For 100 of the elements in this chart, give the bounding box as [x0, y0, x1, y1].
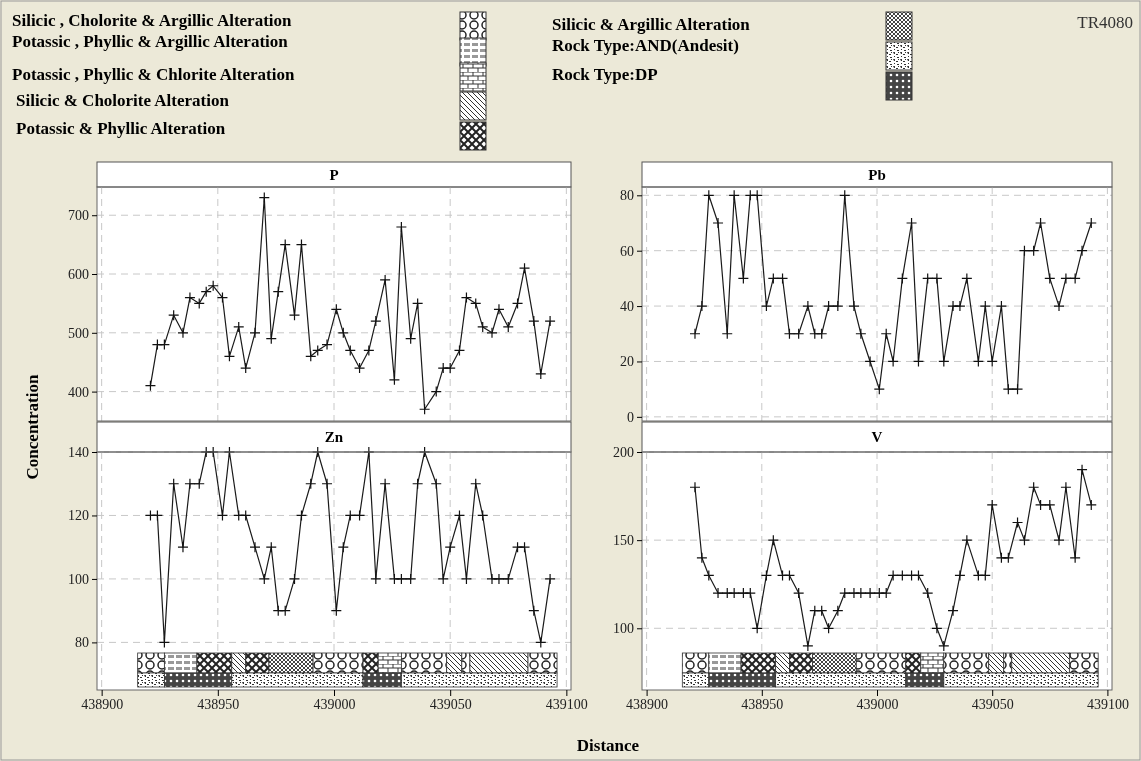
point [1085, 499, 1097, 511]
point [1044, 499, 1056, 511]
point [158, 636, 170, 648]
y-tick-label: 140 [68, 444, 89, 460]
point [419, 403, 431, 415]
point [931, 272, 943, 284]
point [793, 587, 805, 599]
point [783, 569, 796, 582]
point [1053, 300, 1065, 312]
point [931, 622, 943, 634]
point [839, 189, 851, 201]
point [954, 569, 966, 582]
point [305, 350, 317, 362]
point [430, 478, 442, 490]
point [1018, 534, 1031, 546]
point [1011, 383, 1024, 395]
point [353, 362, 366, 374]
point [240, 509, 252, 522]
point [1002, 552, 1014, 564]
point [223, 350, 236, 362]
point [1028, 481, 1040, 493]
point [337, 541, 349, 553]
point [896, 569, 908, 582]
y-tick-label: 700 [68, 208, 89, 224]
point [321, 478, 333, 490]
point [168, 309, 180, 321]
point [460, 573, 473, 585]
point [544, 315, 556, 327]
point [1034, 499, 1047, 511]
y-tick-label: 120 [68, 508, 89, 524]
point [922, 272, 934, 284]
y-tick-label: 0 [627, 409, 634, 425]
text: Silicic & Argillic Alteration [552, 15, 751, 34]
text: Potassic , Phyllic & Argillic Alteration [12, 32, 289, 51]
point [502, 321, 514, 333]
point [144, 380, 157, 392]
y-tick-label: 80 [620, 188, 634, 204]
point [184, 291, 196, 304]
point [200, 286, 212, 298]
point [486, 327, 498, 339]
point [528, 605, 540, 617]
point [864, 355, 876, 368]
point [783, 328, 796, 340]
y-axis-title: Concentration [23, 374, 42, 480]
point [405, 333, 417, 345]
point [864, 587, 876, 599]
point [168, 478, 180, 490]
point [947, 605, 959, 617]
text: TR4080 [1077, 13, 1133, 32]
text: Silicic & Cholorite Alteration [16, 91, 230, 110]
x-tick-label: 438950 [741, 696, 784, 712]
point [938, 640, 950, 652]
point [905, 217, 918, 229]
x-tick-label: 439100 [545, 696, 588, 712]
point [922, 587, 934, 599]
point [873, 383, 885, 395]
point [972, 355, 984, 368]
point [912, 569, 925, 582]
point [696, 300, 708, 312]
point [518, 541, 531, 553]
point [193, 478, 205, 490]
text: Potassic & Phyllic Alteration [16, 119, 226, 138]
text: Rock Type:AND(Andesit) [552, 36, 739, 55]
point [979, 569, 991, 582]
point [412, 297, 424, 310]
point [1053, 534, 1065, 546]
point [493, 303, 505, 315]
point [839, 587, 851, 599]
point [388, 374, 401, 386]
point [370, 573, 382, 585]
point [265, 333, 277, 345]
y-tick-label: 100 [613, 621, 634, 637]
x-tick-label: 439100 [1086, 696, 1129, 712]
x-tick-label: 438900 [81, 696, 124, 712]
point [477, 509, 489, 522]
point [493, 573, 505, 585]
y-tick-label: 200 [613, 444, 634, 460]
point [184, 478, 196, 490]
point [887, 355, 899, 368]
point [1044, 272, 1056, 284]
point [444, 541, 456, 553]
point [249, 541, 261, 553]
point [395, 221, 407, 233]
point [470, 478, 482, 490]
point [249, 327, 261, 339]
point [544, 573, 556, 585]
point [696, 552, 708, 564]
text: Rock Type:DP [552, 65, 658, 84]
point [344, 344, 356, 357]
x-tick-label: 439000 [856, 696, 899, 712]
x-tick-label: 439050 [429, 696, 472, 712]
chart-title: V [871, 429, 883, 445]
x-tick-label: 439000 [313, 696, 356, 712]
point [535, 368, 547, 380]
point [816, 328, 828, 340]
point [511, 297, 524, 310]
point [321, 338, 333, 351]
point [1069, 552, 1081, 564]
point [379, 478, 391, 490]
point [751, 622, 763, 634]
